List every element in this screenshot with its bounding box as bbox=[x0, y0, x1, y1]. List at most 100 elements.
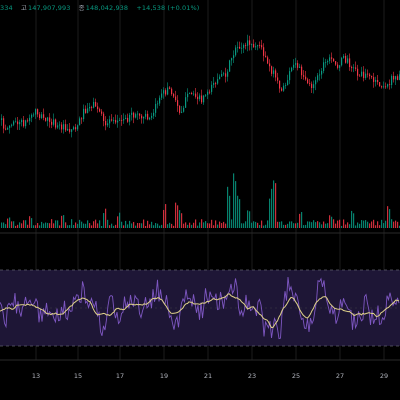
volume-bar bbox=[367, 221, 369, 228]
ohlc-legend: 334 고147,907,993 종148,042,938 +14,538 (+… bbox=[0, 2, 205, 12]
volume-bar bbox=[379, 225, 381, 228]
volume-bar bbox=[305, 224, 307, 228]
candle-body bbox=[277, 77, 279, 81]
volume-bar bbox=[279, 221, 281, 228]
volume-bar bbox=[51, 219, 53, 228]
volume-bar bbox=[397, 221, 399, 228]
candle-body bbox=[267, 57, 269, 64]
volume-bar bbox=[55, 220, 57, 228]
volume-bar bbox=[239, 199, 241, 228]
candle-body bbox=[357, 68, 359, 76]
volume-bar bbox=[63, 215, 65, 228]
candle-body bbox=[257, 45, 259, 47]
candle-body bbox=[367, 73, 369, 75]
volume-bar bbox=[233, 173, 235, 228]
volume-bar bbox=[15, 225, 17, 228]
candle-body bbox=[343, 55, 345, 58]
candle-body bbox=[373, 77, 375, 82]
volume-bar bbox=[113, 225, 115, 228]
change-value: +14,538 (+0.01%) bbox=[136, 4, 200, 12]
candle-body bbox=[133, 112, 135, 118]
x-tick-label: 21 bbox=[204, 372, 212, 380]
volume-bar bbox=[265, 224, 267, 228]
candle-body bbox=[325, 62, 327, 63]
volume-bar bbox=[109, 225, 111, 228]
candle-body bbox=[57, 125, 59, 128]
volume-bar bbox=[243, 223, 245, 228]
candle-body bbox=[347, 58, 349, 63]
candle-body bbox=[201, 95, 203, 103]
candle-body bbox=[55, 119, 57, 128]
candle-body bbox=[153, 112, 155, 116]
volume-bar bbox=[13, 221, 15, 228]
volume-bar bbox=[235, 181, 237, 228]
volume-bar bbox=[157, 223, 159, 228]
volume-bar bbox=[35, 225, 37, 228]
candle-body bbox=[91, 106, 93, 108]
candle-body bbox=[217, 79, 219, 84]
x-tick-label: 13 bbox=[32, 372, 40, 380]
rsi-pane[interactable] bbox=[0, 269, 400, 347]
candle-body bbox=[117, 120, 119, 123]
candle-body bbox=[147, 113, 149, 120]
candle-body bbox=[223, 73, 225, 75]
volume-bar bbox=[17, 224, 19, 228]
candle-body bbox=[131, 112, 133, 115]
price-candles[interactable] bbox=[1, 34, 400, 138]
volume-bar bbox=[223, 221, 225, 228]
volume-bar bbox=[183, 223, 185, 228]
candle-body bbox=[391, 75, 393, 85]
candle-body bbox=[123, 119, 125, 121]
volume-bar bbox=[153, 225, 155, 228]
volume-bar bbox=[89, 223, 91, 228]
volume-bar bbox=[163, 209, 165, 228]
volume-bar bbox=[39, 225, 41, 228]
volume-bar bbox=[257, 222, 259, 228]
candle-body bbox=[395, 76, 397, 80]
volume-bar bbox=[345, 224, 347, 228]
candle-body bbox=[145, 113, 147, 117]
candle-body bbox=[107, 123, 109, 126]
volume-bar bbox=[353, 213, 355, 228]
open-value: 334 bbox=[0, 4, 13, 12]
volume-bar bbox=[347, 222, 349, 228]
candle-body bbox=[327, 61, 329, 63]
volume-bar bbox=[165, 204, 167, 228]
volume-bar bbox=[201, 219, 203, 228]
volume-bar bbox=[151, 221, 153, 228]
candle-body bbox=[341, 57, 343, 66]
candle-body bbox=[5, 128, 7, 130]
candle-body bbox=[103, 113, 105, 121]
volume-bar bbox=[221, 223, 223, 228]
volume-bar bbox=[83, 223, 85, 228]
volume-bar bbox=[253, 221, 255, 228]
volume-bar bbox=[69, 225, 71, 228]
volume-bar bbox=[329, 215, 331, 228]
candle-body bbox=[291, 67, 293, 72]
volume-bar bbox=[309, 221, 311, 228]
volume-bar bbox=[115, 224, 117, 228]
candle-body bbox=[265, 55, 267, 58]
volume-bar bbox=[301, 212, 303, 228]
candle-body bbox=[39, 114, 41, 119]
volume-bar bbox=[323, 221, 325, 228]
candle-body bbox=[25, 120, 27, 127]
volume-bar bbox=[155, 222, 157, 228]
candle-body bbox=[311, 83, 313, 89]
volume-bar bbox=[213, 225, 215, 228]
candle-body bbox=[47, 117, 49, 121]
volume-bar bbox=[41, 221, 43, 228]
candle-body bbox=[137, 113, 139, 115]
candle-body bbox=[351, 67, 353, 69]
volume-bar bbox=[293, 223, 295, 228]
volume-bar bbox=[73, 224, 75, 228]
candle-body bbox=[77, 125, 79, 130]
candle-body bbox=[37, 109, 39, 115]
volume-bar bbox=[193, 222, 195, 228]
candle-body bbox=[59, 124, 61, 126]
volume-bar bbox=[117, 216, 119, 228]
volume-bar bbox=[251, 222, 253, 228]
candle-body bbox=[177, 100, 179, 106]
x-tick-label: 15 bbox=[74, 372, 82, 380]
